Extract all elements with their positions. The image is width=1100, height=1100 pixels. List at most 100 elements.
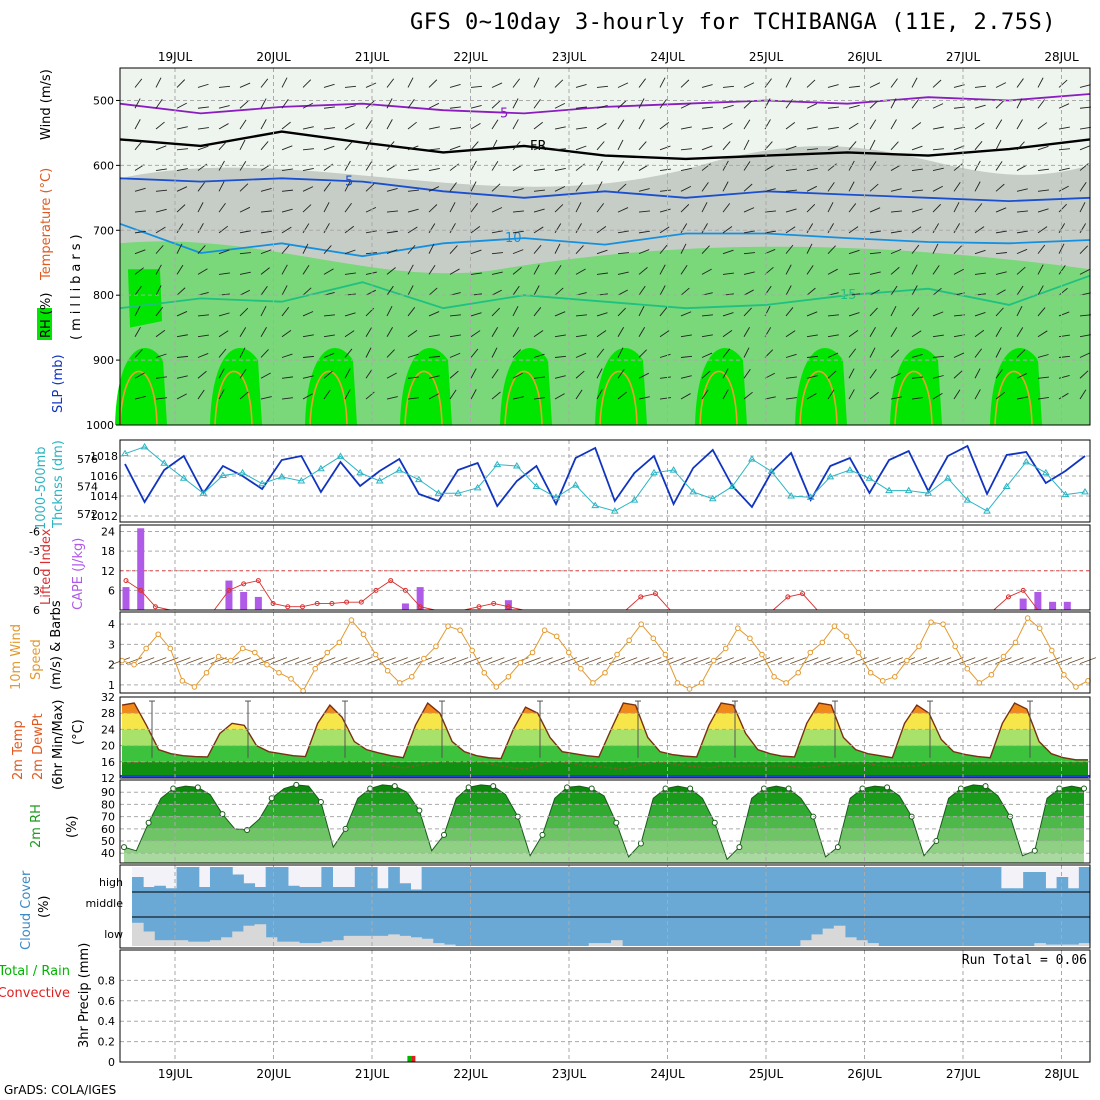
wind-barb	[869, 183, 879, 192]
rh-marker	[539, 831, 546, 838]
wind-speed-marker	[819, 639, 826, 646]
wind-barb	[680, 204, 690, 213]
wind-barb	[848, 181, 855, 192]
wind-barb	[155, 376, 167, 379]
wind-barb	[911, 397, 923, 400]
wind-barb	[869, 82, 881, 88]
wind-barb	[554, 186, 566, 192]
wind-barb	[512, 230, 524, 234]
ylabel-wind-1: 10m Wind	[9, 624, 24, 690]
thickness-marker	[454, 489, 462, 496]
cloud-low-bar	[388, 934, 400, 946]
wind-barb	[281, 397, 293, 400]
wind-barb-10m	[331, 657, 348, 664]
wind-barb-10m	[282, 657, 300, 664]
cloud-low-bar	[287, 941, 300, 946]
cloud-high-bar	[1056, 877, 1069, 892]
date-label-bottom: 24JUL	[650, 1067, 685, 1081]
wind-barb	[176, 79, 186, 88]
wind-barb	[722, 389, 729, 400]
wind-barb	[428, 264, 436, 275]
wind-barb	[827, 163, 837, 171]
wind-barb	[470, 312, 482, 317]
wind-tick-label: 2	[108, 659, 115, 672]
wind-barb	[785, 397, 797, 400]
wind-barb-10m	[560, 657, 577, 664]
cloud-low-bar	[399, 935, 411, 946]
wind-barb	[218, 181, 225, 192]
wind-barb	[1037, 99, 1046, 109]
wind-barb	[386, 119, 393, 130]
wind-barb	[869, 271, 881, 275]
wind-barb-10m	[536, 657, 553, 664]
lifted-index-marker	[373, 587, 379, 593]
thickness-marker	[983, 507, 991, 514]
wind-barb	[596, 181, 603, 192]
wind-barb	[155, 264, 162, 275]
wind-barb	[953, 182, 961, 192]
ylabel-cloud: Cloud Cover	[19, 870, 34, 950]
wind-barb-10m	[983, 657, 1000, 664]
wind-barb	[260, 78, 269, 88]
wind-barb	[659, 121, 670, 130]
rh-green-blob	[990, 347, 1042, 425]
wind-barb-10m	[802, 657, 819, 664]
wind-barb-10m	[874, 657, 891, 664]
thickness-marker	[846, 466, 854, 473]
cloud-high-bar	[198, 887, 211, 892]
thickness-marker	[826, 472, 835, 480]
wind-barb	[533, 353, 545, 358]
wind-barb	[449, 314, 461, 317]
cloud-high-bar	[1045, 888, 1058, 892]
wind-barb	[1058, 265, 1066, 275]
wind-barb	[491, 307, 501, 317]
wind-barb	[302, 223, 310, 234]
cloud-low-bar	[276, 941, 289, 946]
rh-marker	[170, 785, 177, 792]
thickness-marker	[512, 461, 521, 469]
wind-barb	[407, 226, 418, 234]
wind-barb	[302, 168, 314, 171]
wind-barb	[1016, 210, 1028, 213]
wind-barb	[197, 145, 209, 151]
wind-barb	[575, 84, 587, 88]
wind-barb	[890, 248, 902, 255]
wind-barb	[491, 271, 503, 275]
wind-barb-10m	[669, 657, 686, 664]
wind-barb-10m	[464, 657, 481, 664]
wind-speed-marker	[469, 647, 475, 654]
wind-barb	[218, 330, 229, 338]
wind-barb	[302, 264, 310, 275]
ylabel-rh: RH (%)	[39, 293, 54, 338]
cloud-low-bar	[432, 943, 445, 946]
wind-barb	[1016, 266, 1026, 275]
wind-barb	[449, 145, 461, 151]
wind-barb	[239, 368, 247, 379]
wind-speed-marker	[674, 680, 681, 686]
wind-barb	[134, 210, 146, 213]
wind-barb	[386, 98, 393, 109]
wind-barb	[554, 79, 564, 88]
wind-speed-marker	[553, 633, 560, 640]
cloud-high-bar	[934, 867, 946, 892]
wind-barb	[659, 376, 671, 379]
wind-barb	[827, 202, 834, 213]
cloud-high-bar	[577, 867, 590, 892]
wind-barb	[932, 393, 943, 400]
wind-barb	[407, 397, 419, 400]
thickness-marker	[669, 466, 678, 473]
cloud-high-bar	[700, 867, 712, 892]
wind-barb	[491, 119, 499, 130]
temperature-contour-warm	[119, 370, 158, 426]
isotherm-label: 10	[505, 231, 522, 246]
wind-barb	[743, 82, 755, 88]
wind-barb	[617, 327, 625, 337]
cloud-low-bar	[132, 922, 144, 946]
thickness-marker	[591, 501, 600, 509]
cloud-high-bar	[789, 867, 801, 892]
panel-frame	[119, 67, 1091, 426]
wind-barb-10m	[1019, 657, 1036, 664]
wind-barb	[533, 397, 545, 400]
wind-barb	[470, 203, 478, 213]
wind-barb	[743, 161, 751, 171]
